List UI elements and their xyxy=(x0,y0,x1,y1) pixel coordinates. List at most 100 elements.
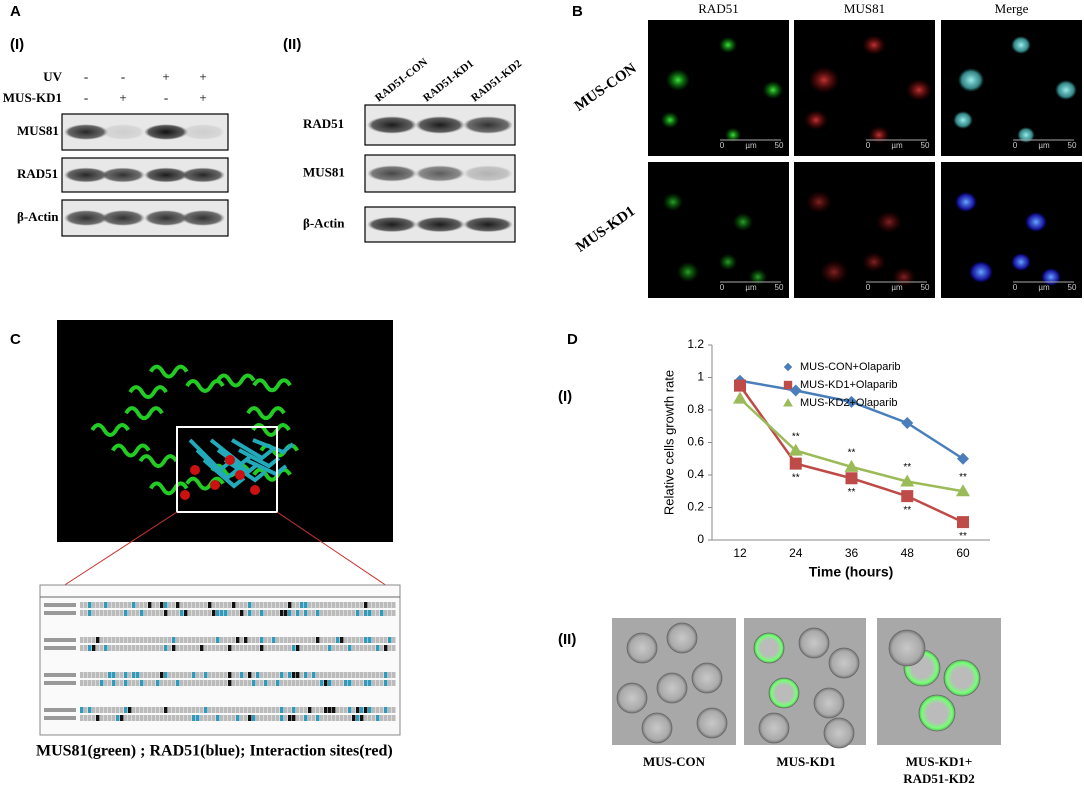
residue xyxy=(92,602,96,608)
residue xyxy=(384,637,388,643)
residue xyxy=(92,672,96,678)
residue xyxy=(112,680,116,686)
seq-name xyxy=(44,716,76,720)
residue xyxy=(320,602,324,608)
residue xyxy=(384,645,388,651)
residue xyxy=(124,680,128,686)
residue xyxy=(328,672,332,678)
residue xyxy=(304,637,308,643)
residue xyxy=(184,602,188,608)
seq-name xyxy=(44,603,76,607)
residue xyxy=(120,637,124,643)
residue xyxy=(284,707,288,713)
residue xyxy=(372,645,376,651)
residue xyxy=(152,672,156,678)
cell-spot xyxy=(868,126,890,144)
cell xyxy=(918,694,956,732)
residue xyxy=(168,610,172,616)
residue xyxy=(252,637,256,643)
residue xyxy=(316,672,320,678)
residue xyxy=(188,610,192,616)
residue xyxy=(224,672,228,678)
residue xyxy=(112,637,116,643)
residue xyxy=(256,637,260,643)
residue xyxy=(300,637,304,643)
band xyxy=(181,124,225,140)
cell xyxy=(753,632,785,664)
residue xyxy=(148,672,152,678)
residue xyxy=(80,672,84,678)
residue xyxy=(224,645,228,651)
y-tick-label: 0.6 xyxy=(687,435,704,449)
residue xyxy=(84,637,88,643)
seq-name xyxy=(44,708,76,712)
strand xyxy=(223,458,267,483)
residue xyxy=(296,680,300,686)
residue xyxy=(188,645,192,651)
residue xyxy=(328,680,332,686)
residue xyxy=(92,610,96,616)
residue xyxy=(324,645,328,651)
residue xyxy=(360,715,364,721)
cell xyxy=(813,687,845,719)
residue xyxy=(204,715,208,721)
residue xyxy=(232,645,236,651)
residue xyxy=(364,680,368,686)
residue xyxy=(336,707,340,713)
condition-sign: + xyxy=(199,90,206,105)
residue xyxy=(88,707,92,713)
helix xyxy=(111,443,151,458)
residue xyxy=(108,602,112,608)
residue xyxy=(308,645,312,651)
residue xyxy=(364,602,368,608)
residue xyxy=(300,610,304,616)
x-tick-label: 48 xyxy=(901,546,915,560)
residue xyxy=(208,680,212,686)
residue xyxy=(268,610,272,616)
residue xyxy=(216,602,220,608)
residue xyxy=(376,680,380,686)
cell-spot xyxy=(876,211,902,233)
residue xyxy=(312,637,316,643)
residue xyxy=(368,645,372,651)
residue xyxy=(268,715,272,721)
helix xyxy=(185,379,225,393)
residue xyxy=(104,602,108,608)
residue xyxy=(112,610,116,616)
scale-end: 50 xyxy=(1068,283,1077,292)
residue xyxy=(328,610,332,616)
residue xyxy=(348,637,352,643)
residue xyxy=(332,602,336,608)
residue xyxy=(112,645,116,651)
condition-sign: - xyxy=(84,90,88,105)
residue xyxy=(280,637,284,643)
residue xyxy=(304,602,308,608)
scale-start: 0 xyxy=(1013,141,1018,150)
residue xyxy=(216,707,220,713)
residue xyxy=(212,602,216,608)
residue xyxy=(120,707,124,713)
residue xyxy=(88,602,92,608)
residue xyxy=(156,637,160,643)
residue xyxy=(240,680,244,686)
panel-label: A xyxy=(10,3,21,20)
residue xyxy=(100,715,104,721)
residue xyxy=(228,645,232,651)
residue xyxy=(116,715,120,721)
residue xyxy=(80,680,84,686)
residue xyxy=(176,610,180,616)
residue xyxy=(172,602,176,608)
residue xyxy=(220,715,224,721)
residue xyxy=(260,610,264,616)
residue xyxy=(120,610,124,616)
residue xyxy=(136,715,140,721)
residue xyxy=(340,610,344,616)
residue xyxy=(116,707,120,713)
residue xyxy=(228,610,232,616)
cell-spot xyxy=(1017,127,1035,143)
residue xyxy=(132,645,136,651)
band xyxy=(181,210,225,226)
residue xyxy=(244,645,248,651)
residue xyxy=(332,637,336,643)
band xyxy=(463,116,513,134)
